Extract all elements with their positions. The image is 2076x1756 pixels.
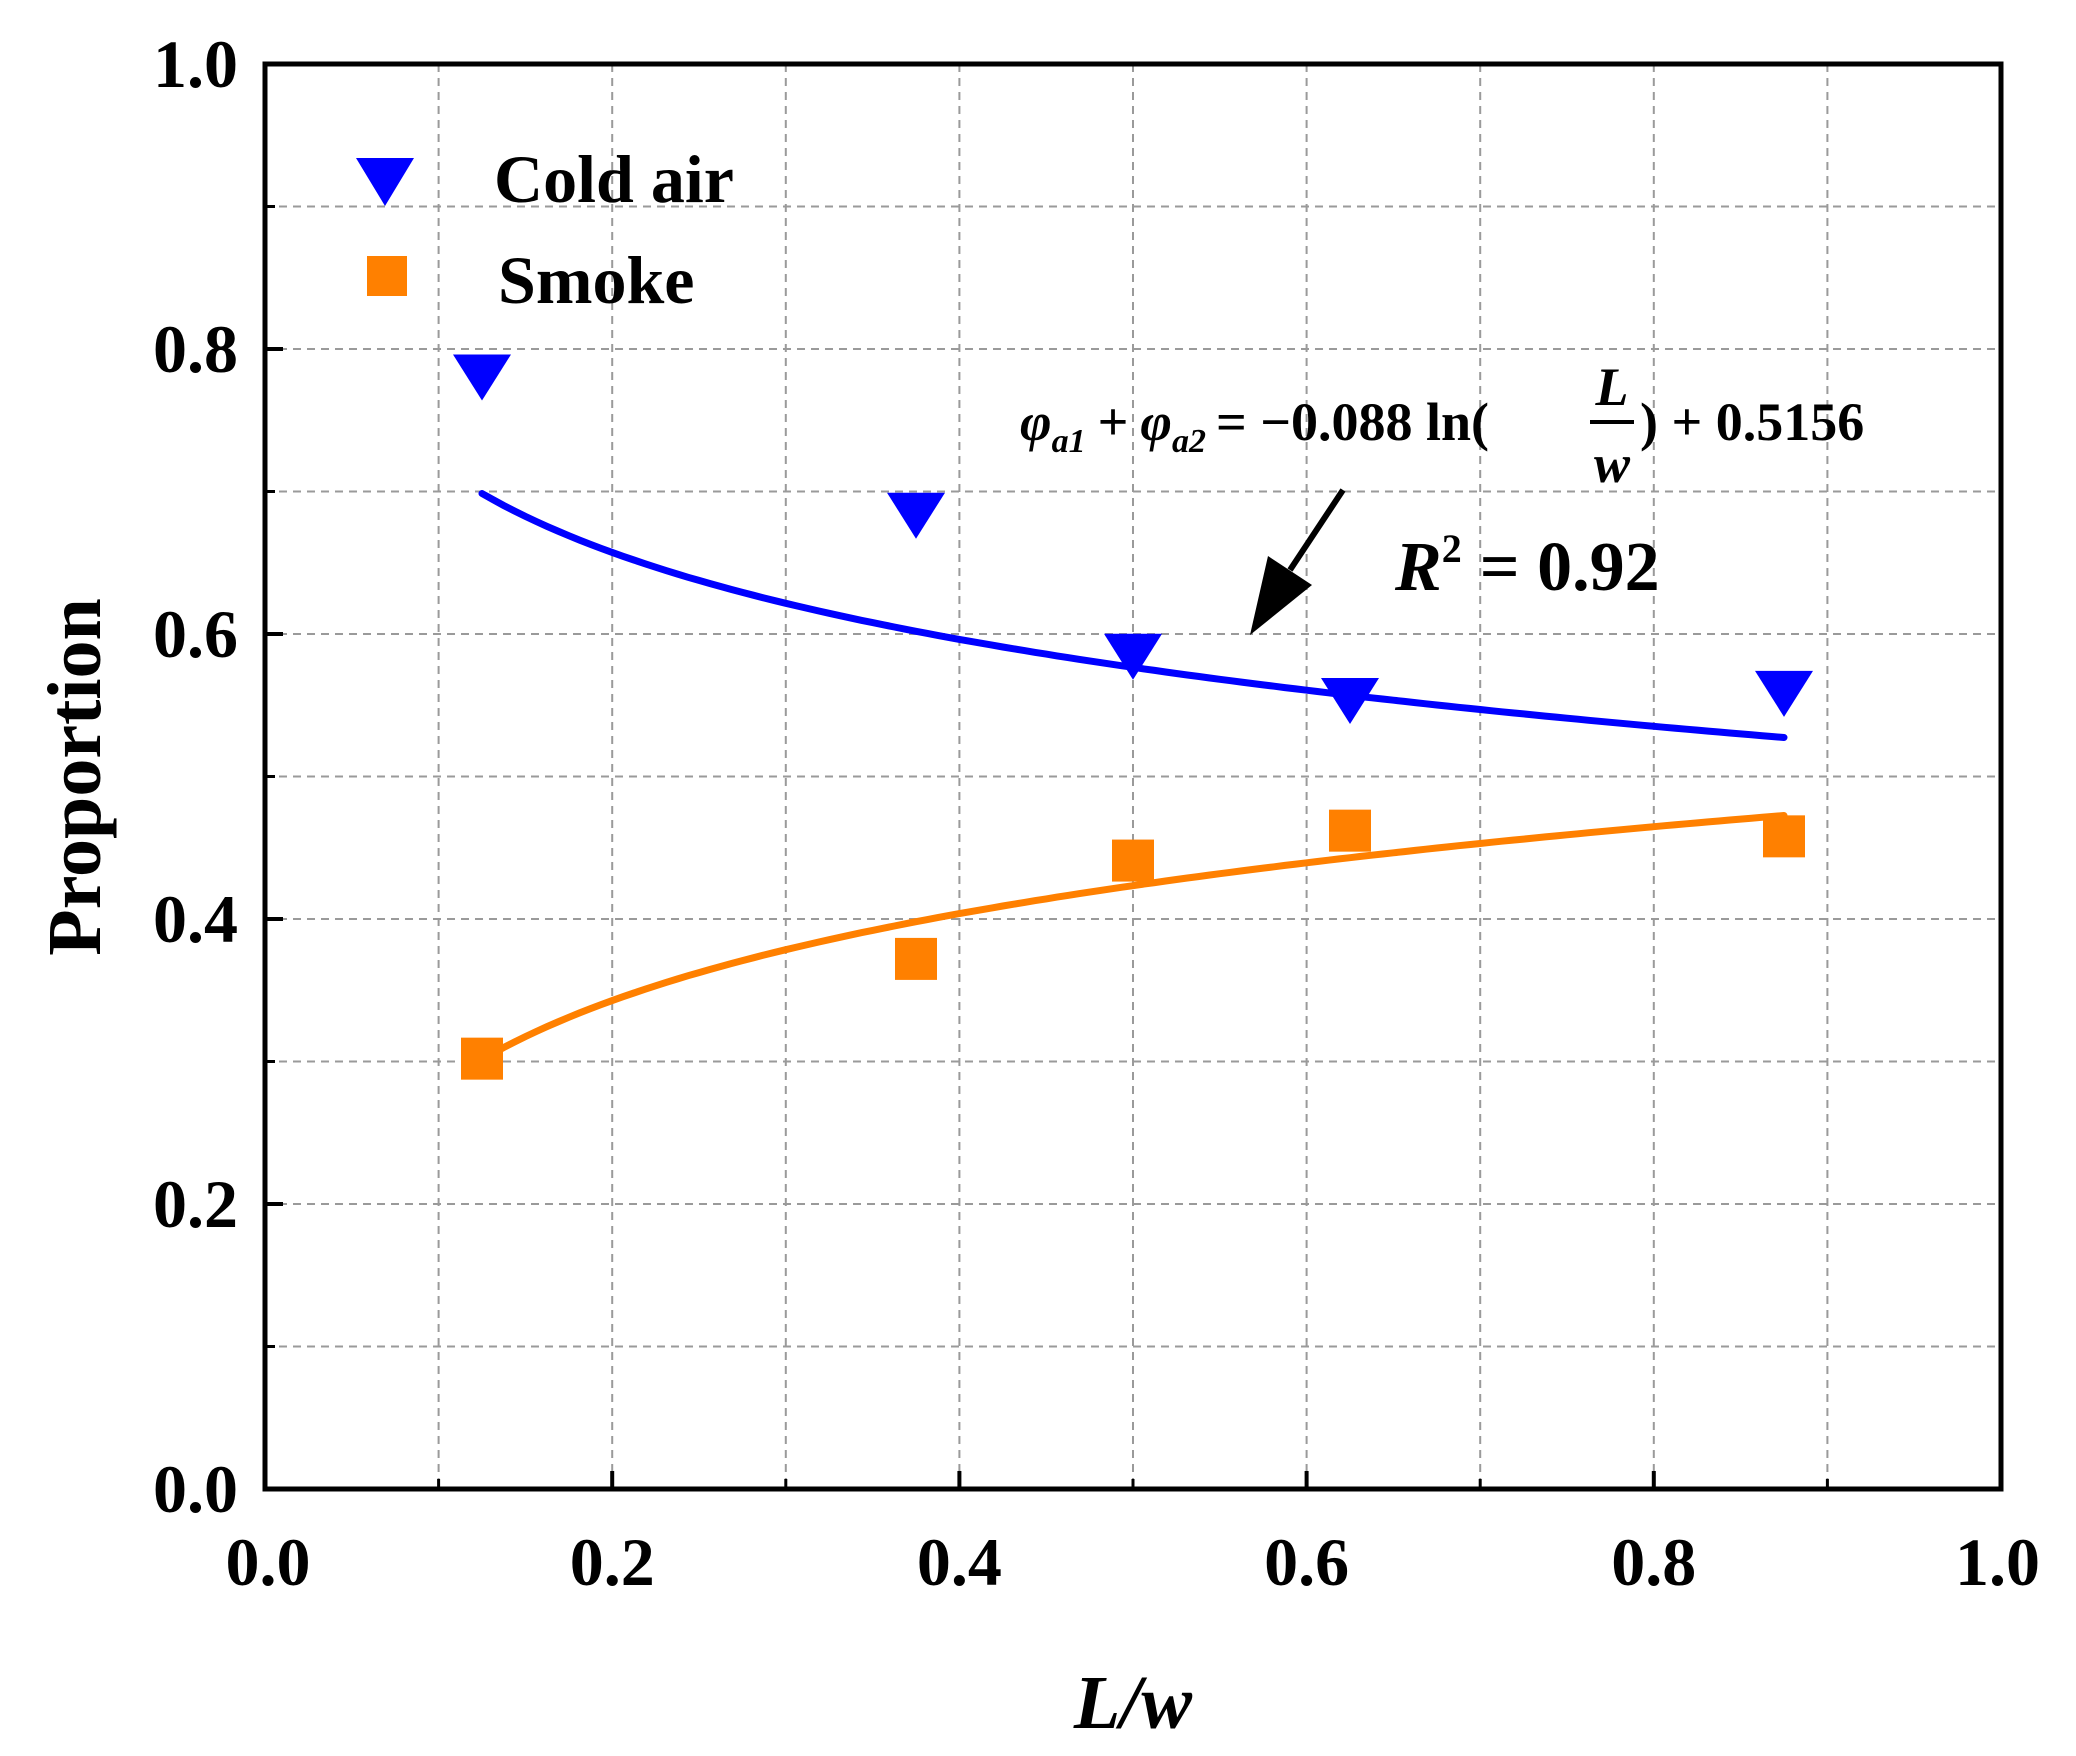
y-tick-label: 0.6 (153, 596, 238, 672)
x-tick-label: 0.2 (570, 1524, 655, 1600)
fit-equation: φa1 + φa2 = −0.088 ln( (1020, 392, 1489, 460)
eq-rhs-prefix: = −0.088 ln( (1216, 392, 1489, 452)
x-tick-label: 0.6 (1264, 1524, 1349, 1600)
legend-marker-cold-air (356, 158, 414, 206)
grid (265, 64, 2001, 1489)
eq-plus: + (1098, 392, 1129, 452)
r2-symbol: R (1394, 529, 1442, 606)
y-tick-label: 0.8 (153, 311, 238, 387)
eq-frac-numerator: L (1595, 357, 1629, 417)
eq-phi-1: φ (1020, 392, 1052, 452)
fit-curve-smoke (478, 812, 1788, 1063)
data-points (453, 354, 1813, 1080)
eq-frac-denominator: w (1594, 434, 1631, 494)
eq-sub-1: a1 (1052, 423, 1086, 460)
point-smoke (1112, 839, 1154, 882)
eq-rhs-suffix: ) + 0.5156 (1640, 392, 1864, 452)
y-tick-label: 0.0 (153, 1451, 238, 1527)
legend-label-smoke: Smoke (498, 242, 694, 318)
y-tick-labels: 0.0 0.2 0.4 0.6 0.8 1.0 (153, 26, 238, 1527)
point-smoke (461, 1037, 503, 1080)
x-tick-label: 1.0 (1955, 1524, 2040, 1600)
x-tick-label: 0.4 (917, 1524, 1002, 1600)
annotation-arrow-shaft (1287, 488, 1346, 572)
annotation-arrow-head (1250, 556, 1312, 635)
eq-phi-2: φ (1140, 392, 1172, 452)
x-tick-labels: 0.0 0.2 0.4 0.6 0.8 1.0 (226, 1524, 2041, 1600)
fit-annotation: φa1 + φa2 = −0.088 ln( L w ) + 0.5156 R2 = 0… (1020, 357, 1864, 635)
point-cold-air (887, 492, 945, 539)
x-tick-label: 0.0 (226, 1524, 311, 1600)
legend-label-cold-air: Cold air (494, 141, 734, 217)
legend: Cold air Smoke (356, 141, 734, 318)
point-smoke (1763, 815, 1805, 858)
point-smoke (895, 937, 937, 980)
r2-exponent: 2 (1442, 526, 1462, 571)
point-cold-air (1104, 633, 1162, 680)
y-tick-label: 1.0 (153, 26, 238, 102)
y-axis-title: Proportion (33, 598, 117, 955)
point-smoke (1329, 809, 1371, 852)
eq-sub-2: a2 (1172, 423, 1206, 460)
x-axis-title: L/w (1073, 1661, 1193, 1745)
y-tick-label: 0.2 (153, 1166, 238, 1242)
r2-value: = 0.92 (1480, 529, 1660, 606)
x-tick-label: 0.8 (1611, 1524, 1696, 1600)
axis-ticks (263, 62, 2003, 1491)
point-cold-air (1755, 670, 1813, 717)
point-cold-air (453, 354, 511, 401)
point-cold-air (1321, 677, 1379, 724)
y-tick-label: 0.4 (153, 881, 238, 957)
r-squared: R2 = 0.92 (1394, 526, 1660, 606)
legend-marker-smoke (367, 256, 407, 296)
